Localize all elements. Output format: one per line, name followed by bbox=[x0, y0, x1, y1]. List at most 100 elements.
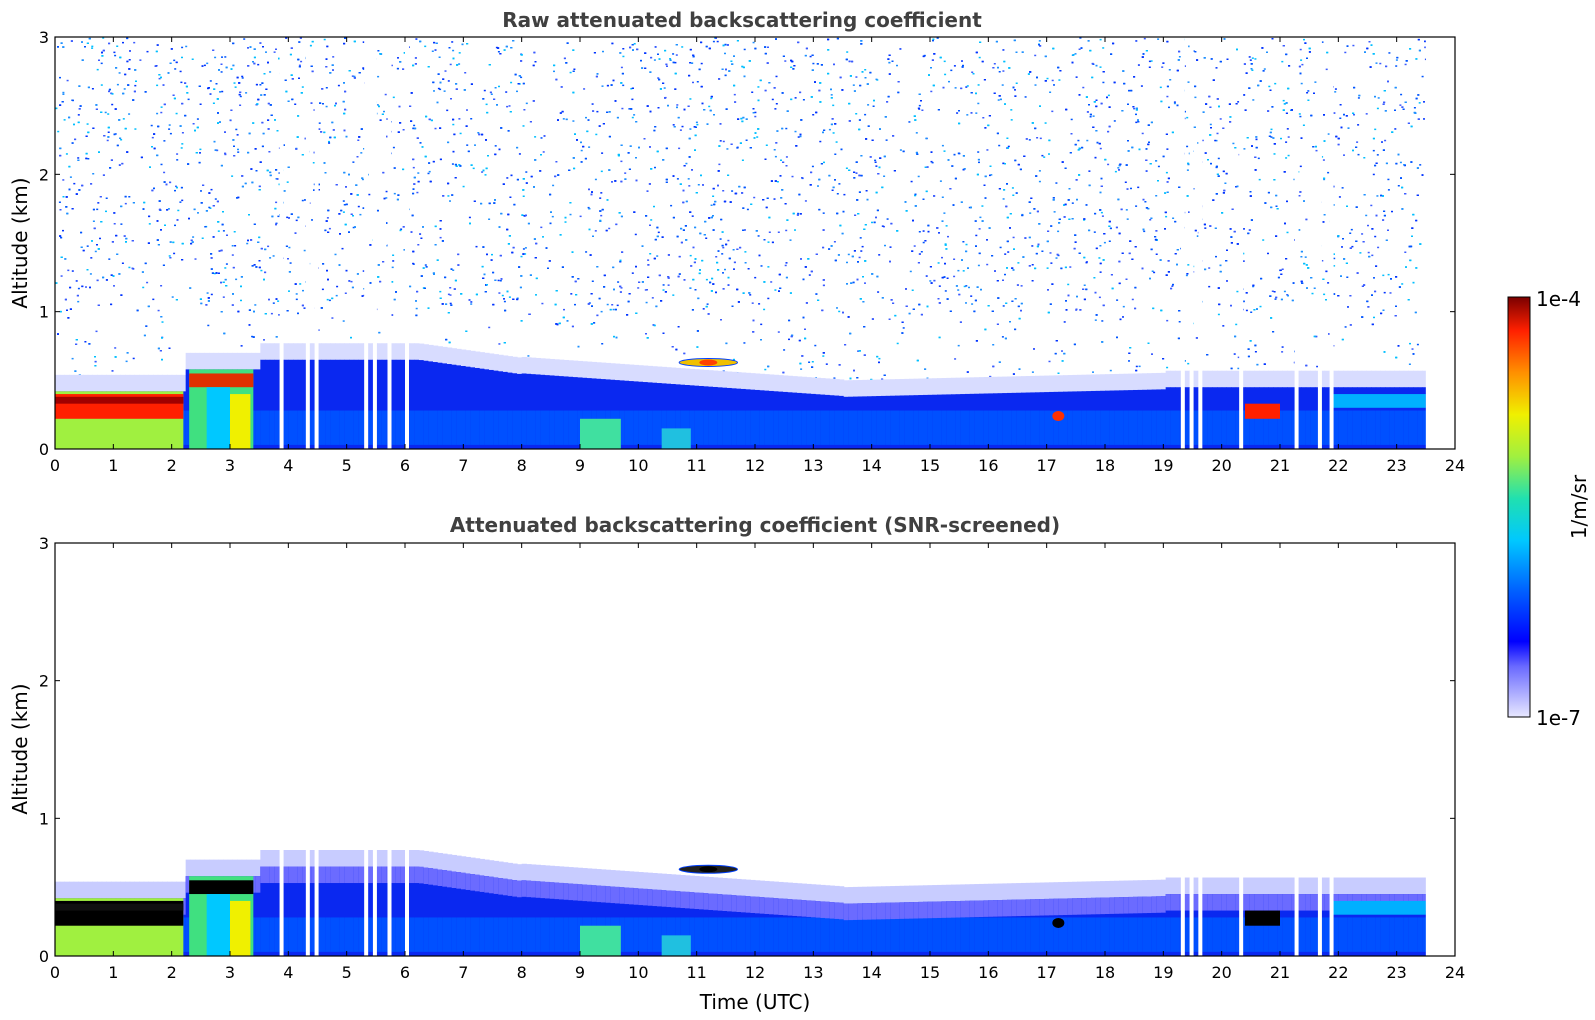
x-tick-label: 6 bbox=[400, 963, 410, 982]
x-tick-label: 18 bbox=[1095, 963, 1115, 982]
raw-y-axis-label: Altitude (km) bbox=[8, 177, 32, 308]
x-tick-label: 13 bbox=[803, 456, 823, 475]
x-tick-label: 15 bbox=[920, 456, 940, 475]
x-tick-label: 0 bbox=[50, 963, 60, 982]
boundary-layer-layer bbox=[55, 849, 1428, 956]
x-tick-label: 21 bbox=[1270, 963, 1290, 982]
x-tick-label: 15 bbox=[920, 963, 940, 982]
data-gap bbox=[1294, 543, 1299, 956]
x-tick-label: 5 bbox=[342, 456, 352, 475]
x-tick-label: 11 bbox=[686, 456, 706, 475]
raw-heatmap-area bbox=[55, 37, 1455, 449]
raw-axes: 0 1 2 3 4 5 6 7 8 9 10 11 12 13 14 15 16 17 18 19 20 21 22 23 24… bbox=[39, 28, 1465, 475]
x-tick-label: 8 bbox=[517, 456, 527, 475]
x-tick-label: 2 bbox=[167, 456, 177, 475]
data-gap bbox=[372, 37, 377, 449]
colorbar-min-label: 1e-7 bbox=[1536, 706, 1581, 730]
x-tick-label: 20 bbox=[1211, 456, 1231, 475]
colorbar: 1e-4 1e-7 1/m/sr bbox=[1507, 287, 1591, 730]
x-tick-label: 18 bbox=[1095, 456, 1115, 475]
colorbar-unit-label: 1/m/sr bbox=[1567, 474, 1591, 539]
data-gap bbox=[1317, 37, 1322, 449]
x-tick-label: 16 bbox=[978, 456, 998, 475]
x-tick-label: 17 bbox=[1036, 963, 1056, 982]
x-tick-label: 4 bbox=[283, 456, 293, 475]
x-tick-label: 19 bbox=[1153, 963, 1173, 982]
x-tick-label: 6 bbox=[400, 456, 410, 475]
x-tick-label: 20 bbox=[1211, 963, 1231, 982]
x-tick-label: 4 bbox=[283, 963, 293, 982]
data-gap bbox=[1329, 543, 1334, 956]
data-gap bbox=[1180, 543, 1185, 956]
data-gap bbox=[1189, 543, 1194, 956]
y-tick-label: 2 bbox=[39, 672, 49, 691]
data-gap bbox=[1198, 543, 1203, 956]
x-tick-label: 24 bbox=[1445, 456, 1465, 475]
data-gap bbox=[387, 37, 392, 449]
data-gap bbox=[1189, 37, 1194, 449]
x-tick-label: 23 bbox=[1386, 456, 1406, 475]
y-tick-label: 1 bbox=[39, 809, 49, 828]
y-tick-label: 0 bbox=[39, 440, 49, 459]
data-gap bbox=[314, 543, 319, 956]
x-tick-label: 24 bbox=[1445, 963, 1465, 982]
snr-screened-panel: Attenuated backscattering coefficient (S… bbox=[8, 513, 1465, 1014]
x-tick-label: 23 bbox=[1386, 963, 1406, 982]
x-tick-label: 16 bbox=[978, 963, 998, 982]
data-gap bbox=[1239, 543, 1244, 956]
data-gap bbox=[1198, 37, 1203, 449]
x-tick-label: 10 bbox=[628, 963, 648, 982]
data-gaps-layer bbox=[279, 543, 1455, 956]
x-tick-label: 12 bbox=[745, 963, 765, 982]
y-tick-label: 0 bbox=[39, 947, 49, 966]
x-tick-label: 7 bbox=[458, 963, 468, 982]
x-tick-label: 19 bbox=[1153, 456, 1173, 475]
data-gap bbox=[1294, 37, 1299, 449]
aerosol-layer-layer bbox=[55, 864, 1426, 956]
colorbar-gradient bbox=[1507, 296, 1531, 718]
data-gap bbox=[364, 543, 369, 956]
x-tick-label: 3 bbox=[225, 963, 235, 982]
raw-backscatter-panel: Raw attenuated backscattering coefficien… bbox=[8, 8, 1465, 475]
x-tick-label: 3 bbox=[225, 456, 235, 475]
x-tick-label: 10 bbox=[628, 456, 648, 475]
snr-heatmap-area bbox=[55, 543, 1455, 956]
x-tick-label: 22 bbox=[1328, 963, 1348, 982]
y-tick-label: 3 bbox=[39, 534, 49, 553]
data-gap bbox=[1239, 37, 1244, 449]
y-tick-label: 2 bbox=[39, 165, 49, 184]
snr-y-axis-label: Altitude (km) bbox=[8, 683, 32, 814]
x-tick-label: 9 bbox=[575, 456, 585, 475]
y-tick-label: 1 bbox=[39, 303, 49, 322]
data-gap bbox=[387, 543, 392, 956]
data-gap bbox=[1317, 543, 1322, 956]
x-tick-label: 0 bbox=[50, 456, 60, 475]
data-gaps-layer bbox=[279, 37, 1455, 449]
boundary-layer-layer bbox=[55, 343, 1428, 449]
noise-speckle-layer bbox=[55, 37, 1427, 382]
x-tick-label: 12 bbox=[745, 456, 765, 475]
raw-panel-title: Raw attenuated backscattering coefficien… bbox=[502, 8, 982, 32]
data-gap bbox=[305, 543, 310, 956]
snr-panel-title: Attenuated backscattering coefficient (S… bbox=[450, 513, 1060, 537]
x-tick-label: 14 bbox=[861, 963, 881, 982]
x-tick-label: 5 bbox=[342, 963, 352, 982]
data-gap bbox=[314, 37, 319, 449]
data-gap bbox=[1180, 37, 1185, 449]
x-tick-label: 2 bbox=[167, 963, 177, 982]
data-gap bbox=[1329, 37, 1334, 449]
data-gap bbox=[372, 543, 377, 956]
aerosol-layer-layer bbox=[55, 357, 1426, 449]
x-tick-label: 9 bbox=[575, 963, 585, 982]
colorbar-max-label: 1e-4 bbox=[1536, 287, 1581, 311]
x-tick-label: 14 bbox=[861, 456, 881, 475]
x-tick-label: 13 bbox=[803, 963, 823, 982]
data-gap bbox=[364, 37, 369, 449]
data-gap bbox=[405, 37, 409, 449]
data-gap bbox=[279, 37, 284, 449]
x-tick-label: 7 bbox=[458, 456, 468, 475]
data-gap bbox=[305, 37, 310, 449]
data-gap bbox=[279, 543, 284, 956]
x-tick-label: 21 bbox=[1270, 456, 1290, 475]
